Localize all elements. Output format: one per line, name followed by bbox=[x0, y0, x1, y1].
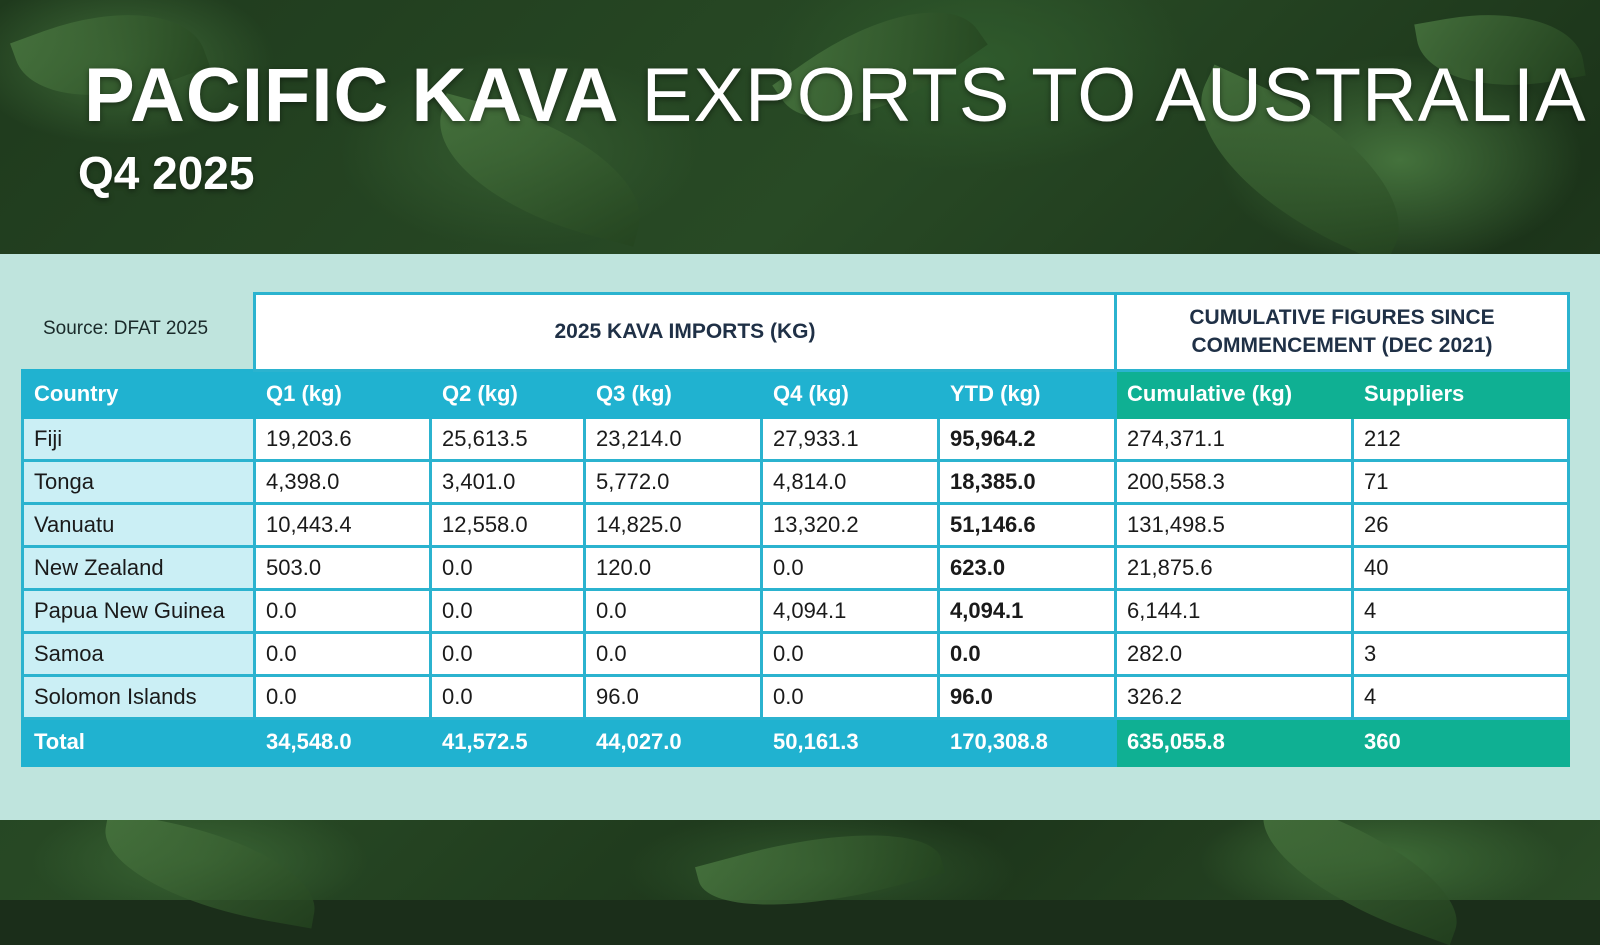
table-row: Papua New Guinea 0.0 0.0 0.0 4,094.1 4,094.1 6… bbox=[21, 588, 1571, 634]
source-note: Source: DFAT 2025 bbox=[43, 318, 209, 339]
cell-q2: 12,558.0 bbox=[429, 502, 586, 548]
cell-q2: 0.0 bbox=[429, 674, 586, 720]
cell-suppliers: 71 bbox=[1350, 459, 1571, 505]
total-q2: 41,572.5 bbox=[429, 717, 586, 767]
cell-suppliers: 40 bbox=[1350, 545, 1571, 591]
total-q1: 34,548.0 bbox=[253, 717, 432, 767]
cell-q1: 4,398.0 bbox=[253, 459, 432, 505]
cell-country: Solomon Islands bbox=[21, 674, 256, 720]
table-row: New Zealand 503.0 0.0 120.0 0.0 623.0 21,875.6… bbox=[21, 545, 1571, 591]
cell-q4: 0.0 bbox=[760, 631, 940, 677]
cell-q2: 0.0 bbox=[429, 588, 586, 634]
cell-q4: 4,814.0 bbox=[760, 459, 940, 505]
cell-country: Tonga bbox=[21, 459, 256, 505]
title-regular: EXPORTS TO AUSTRALIA bbox=[641, 53, 1587, 138]
cell-q1: 0.0 bbox=[253, 631, 432, 677]
cell-cumulative: 200,558.3 bbox=[1114, 459, 1354, 505]
cell-cumulative: 274,371.1 bbox=[1114, 416, 1354, 462]
cell-suppliers: 212 bbox=[1350, 416, 1571, 462]
cell-q2: 0.0 bbox=[429, 631, 586, 677]
col-header-q3: Q3 (kg) bbox=[583, 369, 763, 419]
kava-exports-table: 2025 KAVA IMPORTS (KG) CUMULATIVE FIGURE… bbox=[21, 292, 1571, 767]
cell-q1: 503.0 bbox=[253, 545, 432, 591]
cell-ytd: 4,094.1 bbox=[937, 588, 1117, 634]
cell-country: Papua New Guinea bbox=[21, 588, 256, 634]
total-q4: 50,161.3 bbox=[760, 717, 940, 767]
cell-q2: 0.0 bbox=[429, 545, 586, 591]
col-header-q1: Q1 (kg) bbox=[253, 369, 432, 419]
cell-country: Vanuatu bbox=[21, 502, 256, 548]
col-header-country: Country bbox=[21, 369, 256, 419]
cell-q3: 120.0 bbox=[583, 545, 763, 591]
imports-group-header: 2025 KAVA IMPORTS (KG) bbox=[253, 292, 1117, 372]
total-cumulative: 635,055.8 bbox=[1114, 717, 1354, 767]
table-row: Fiji 19,203.6 25,613.5 23,214.0 27,933.1 95,9… bbox=[21, 416, 1571, 462]
cell-q1: 0.0 bbox=[253, 674, 432, 720]
table-row: Vanuatu 10,443.4 12,558.0 14,825.0 13,320.2 5… bbox=[21, 502, 1571, 548]
cell-ytd: 18,385.0 bbox=[937, 459, 1117, 505]
cell-q3: 14,825.0 bbox=[583, 502, 763, 548]
cell-q2: 3,401.0 bbox=[429, 459, 586, 505]
cell-cumulative: 6,144.1 bbox=[1114, 588, 1354, 634]
cell-country: New Zealand bbox=[21, 545, 256, 591]
cell-q2: 25,613.5 bbox=[429, 416, 586, 462]
cell-ytd: 51,146.6 bbox=[937, 502, 1117, 548]
cell-cumulative: 131,498.5 bbox=[1114, 502, 1354, 548]
cell-country: Samoa bbox=[21, 631, 256, 677]
cell-ytd: 96.0 bbox=[937, 674, 1117, 720]
cell-country: Fiji bbox=[21, 416, 256, 462]
col-header-q4: Q4 (kg) bbox=[760, 369, 940, 419]
cell-q1: 10,443.4 bbox=[253, 502, 432, 548]
cell-ytd: 623.0 bbox=[937, 545, 1117, 591]
title-bold: PACIFIC KAVA bbox=[84, 53, 620, 138]
table-row: Samoa 0.0 0.0 0.0 0.0 0.0 282.0 3 bbox=[21, 631, 1571, 677]
total-suppliers: 360 bbox=[1350, 717, 1571, 767]
cell-q1: 19,203.6 bbox=[253, 416, 432, 462]
col-header-cumulative: Cumulative (kg) bbox=[1114, 369, 1354, 419]
col-header-suppliers: Suppliers bbox=[1350, 369, 1571, 419]
cell-q4: 27,933.1 bbox=[760, 416, 940, 462]
total-ytd: 170,308.8 bbox=[937, 717, 1117, 767]
cell-cumulative: 326.2 bbox=[1114, 674, 1354, 720]
col-header-ytd: YTD (kg) bbox=[937, 369, 1117, 419]
cell-q4: 0.0 bbox=[760, 545, 940, 591]
total-q3: 44,027.0 bbox=[583, 717, 763, 767]
cell-q4: 0.0 bbox=[760, 674, 940, 720]
cell-cumulative: 282.0 bbox=[1114, 631, 1354, 677]
page-subtitle: Q4 2025 bbox=[78, 147, 255, 199]
cell-q3: 23,214.0 bbox=[583, 416, 763, 462]
page-title: PACIFIC KAVA EXPORTS TO AUSTRALIA bbox=[84, 52, 1587, 139]
cell-q3: 0.0 bbox=[583, 588, 763, 634]
cell-suppliers: 3 bbox=[1350, 631, 1571, 677]
column-header-row: Country Q1 (kg) Q2 (kg) Q3 (kg) Q4 (kg) … bbox=[21, 369, 1571, 419]
cell-q3: 96.0 bbox=[583, 674, 763, 720]
cumulative-group-label: CUMULATIVE FIGURES SINCE COMMENCEMENT (D… bbox=[1189, 306, 1495, 357]
total-row: Total 34,548.0 41,572.5 44,027.0 50,161.… bbox=[21, 717, 1571, 767]
total-label: Total bbox=[21, 717, 256, 767]
cell-q4: 13,320.2 bbox=[760, 502, 940, 548]
col-header-q2: Q2 (kg) bbox=[429, 369, 586, 419]
cell-ytd: 0.0 bbox=[937, 631, 1117, 677]
cell-ytd: 95,964.2 bbox=[937, 416, 1117, 462]
cell-q3: 0.0 bbox=[583, 631, 763, 677]
cumulative-group-header: CUMULATIVE FIGURES SINCE COMMENCEMENT (D… bbox=[1113, 292, 1571, 372]
table-row: Solomon Islands 0.0 0.0 96.0 0.0 96.0 326.2 4 bbox=[21, 674, 1571, 720]
cell-cumulative: 21,875.6 bbox=[1114, 545, 1354, 591]
cell-suppliers: 4 bbox=[1350, 674, 1571, 720]
cell-suppliers: 4 bbox=[1350, 588, 1571, 634]
cell-q3: 5,772.0 bbox=[583, 459, 763, 505]
table-row: Tonga 4,398.0 3,401.0 5,772.0 4,814.0 18,385.… bbox=[21, 459, 1571, 505]
cell-q1: 0.0 bbox=[253, 588, 432, 634]
cell-suppliers: 26 bbox=[1350, 502, 1571, 548]
cell-q4: 4,094.1 bbox=[760, 588, 940, 634]
